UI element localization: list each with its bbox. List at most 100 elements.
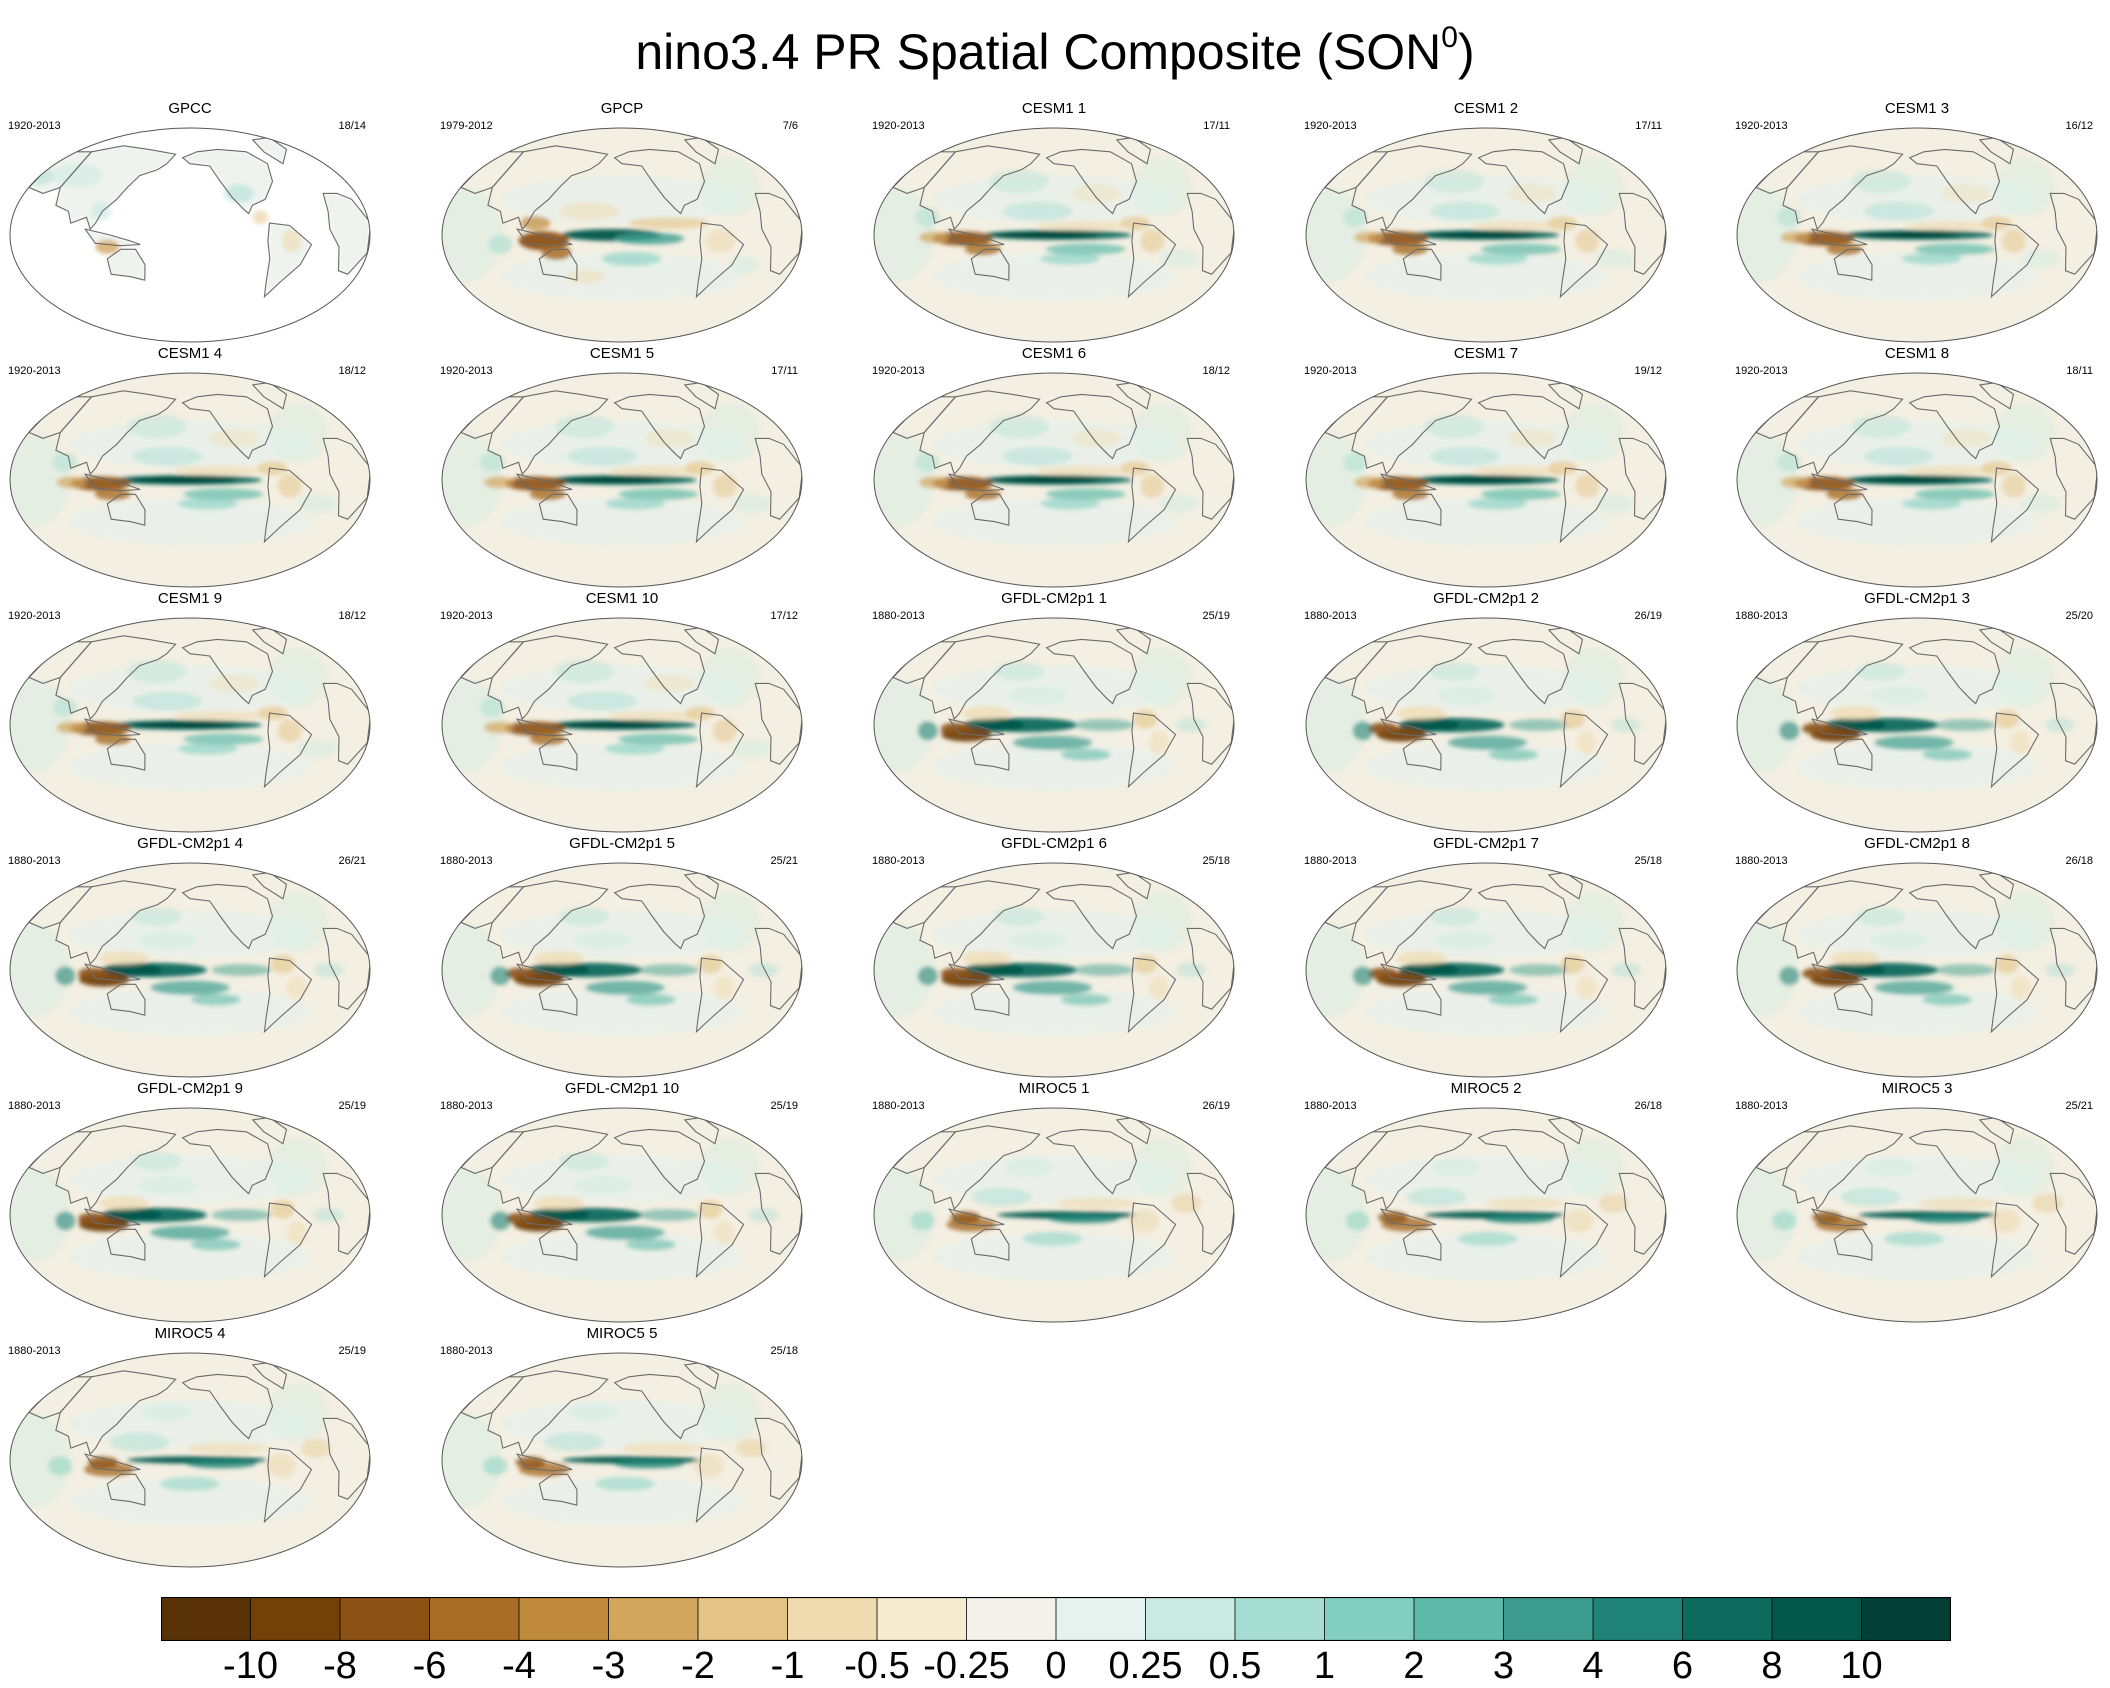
anomaly-blob [1830,706,1881,721]
coastline-indonesia [83,473,141,492]
anomaly-blob [132,691,203,711]
anomaly-blob [480,697,505,717]
anomaly-blob [605,742,666,755]
map-panel: GFDL-CM2p1 1 1880-2013 25/19 [864,590,1244,833]
anomaly-blob [934,742,1174,791]
coastline-indonesia [83,1208,141,1227]
map-svg [1305,862,1667,1078]
map-border [873,1107,1235,1323]
coastline-asia [487,880,609,966]
map-svg [9,372,371,588]
anomaly-blob [1035,220,1126,231]
anomaly-field [874,1137,1202,1281]
anomaly-blob [480,452,505,472]
coastline-namerica [1045,393,1138,460]
colorbar-swatch [518,1597,610,1641]
anomaly-blob [1918,1197,1999,1209]
panel-title: CESM1 2 [1453,100,1519,117]
anomaly-blob [919,476,949,489]
anomaly-blob [70,1232,310,1281]
coastline-australia [106,738,146,771]
coastlines [28,626,370,789]
coastline-namerica [1045,883,1138,950]
anomaly-blob [559,201,620,221]
anomaly-blob [1869,930,1930,950]
anomaly-blob [70,987,310,1036]
anomaly-field [10,1137,344,1281]
coastline-australia [106,493,146,526]
panel-count: 25/21 [770,855,798,867]
anomaly-field [1306,157,1634,301]
anomaly-blob [1797,742,2037,791]
colorbar-tick-label: -0.25 [923,1645,1010,1687]
coastline-namerica [613,1128,706,1195]
panel-period: 1880-2013 [440,855,493,867]
anomaly-blob [601,251,662,266]
coastline-australia [1402,248,1442,281]
panel-title: GFDL-CM2p1 2 [1433,590,1539,607]
anomaly-blob [693,1454,724,1478]
anomaly-blob [1343,452,1367,472]
anomaly-blob [1737,432,1797,528]
anomaly-blob [286,975,307,1000]
anomaly-blob [559,907,610,926]
map-svg [873,372,1235,588]
colorbar-swatch [339,1597,431,1641]
anomaly-blob [211,1209,272,1221]
anomaly-blob [1424,477,1534,483]
anomaly-blob [88,1456,118,1469]
map-border [873,127,1235,343]
colorbar-swatch [787,1597,878,1641]
anomaly-blob [1563,647,1624,708]
anomaly-blob [286,1220,307,1245]
colorbar-tick-label: -2 [681,1645,715,1687]
panel-title: GFDL-CM2p1 3 [1864,590,1970,607]
anomaly-blob [442,677,502,773]
coastline-asia [487,635,609,721]
map-border [441,617,803,833]
coastline-asia [919,1125,1041,1211]
anomaly-blob [1060,748,1111,761]
anomaly-blob [211,964,272,976]
panel-title: CESM1 10 [585,590,659,607]
anomaly-blob [1366,742,1606,791]
colorbar-swatch [250,1597,341,1641]
coastline-africa [1618,927,1666,1010]
map-border [9,617,371,833]
anomaly-blob [137,1175,198,1195]
anomaly-blob [56,721,87,734]
anomaly-blob [1467,252,1528,265]
coastline-namerica [181,883,274,950]
land-tint [107,249,145,281]
anomaly-blob [917,721,938,741]
coastline-namerica [1908,148,2001,215]
coastline-asia [919,390,1041,476]
panel-count: 26/21 [338,855,366,867]
coastline-africa [1618,1172,1666,1255]
panel-count: 17/11 [1635,120,1662,132]
colorbar-tick-label: 4 [1582,1645,1604,1687]
anomaly-blob [698,1199,723,1219]
coastline-africa [1618,437,1666,520]
anomaly-blob [618,733,699,746]
anomaly-blob [1797,987,2037,1036]
anomaly-blob [1406,1187,1467,1207]
anomaly-blob [502,252,742,301]
anomaly-blob [1447,735,1528,750]
anomaly-blob [505,721,566,736]
anomaly-blob [1131,1137,1192,1198]
anomaly-blob [1396,951,1447,966]
map-border [873,372,1235,588]
coastline-namerica [1477,393,1570,460]
map-svg [873,617,1235,833]
coastline-indonesia [947,963,1005,982]
anomaly-blob [150,980,230,995]
panel-period: 1920-2013 [1735,365,1788,377]
anomaly-blob [1007,685,1068,705]
panel-title: CESM1 3 [1884,100,1950,117]
coastline-africa [2049,1172,2097,1255]
map-panel: CESM1 6 1920-2013 18/12 [864,345,1244,588]
coastline-indonesia [1810,963,1868,982]
anomaly-blob [1060,993,1111,1006]
coastline-indonesia [83,718,141,737]
